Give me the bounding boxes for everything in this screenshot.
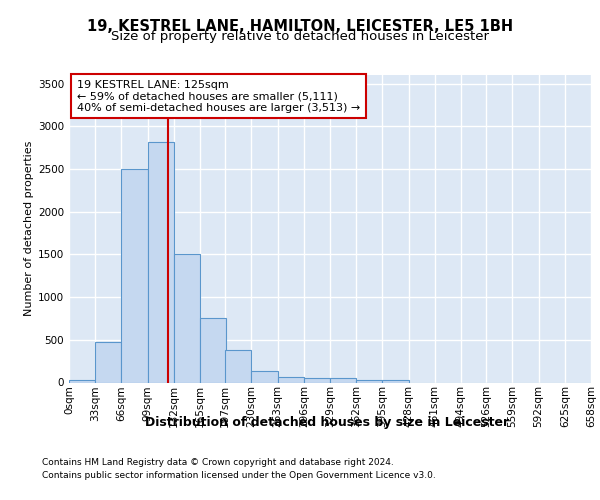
Bar bbox=[174, 254, 200, 382]
Bar bbox=[121, 169, 148, 382]
Text: 19 KESTREL LANE: 125sqm
← 59% of detached houses are smaller (5,111)
40% of semi: 19 KESTREL LANE: 125sqm ← 59% of detache… bbox=[77, 80, 360, 113]
Text: 19, KESTREL LANE, HAMILTON, LEICESTER, LE5 1BH: 19, KESTREL LANE, HAMILTON, LEICESTER, L… bbox=[87, 19, 513, 34]
Bar bbox=[225, 350, 251, 382]
Bar bbox=[251, 370, 278, 382]
Bar bbox=[278, 377, 304, 382]
Y-axis label: Number of detached properties: Number of detached properties bbox=[24, 141, 34, 316]
Bar bbox=[200, 318, 226, 382]
Bar bbox=[330, 378, 356, 382]
Text: Contains HM Land Registry data © Crown copyright and database right 2024.: Contains HM Land Registry data © Crown c… bbox=[42, 458, 394, 467]
Bar bbox=[95, 342, 121, 382]
Bar bbox=[304, 378, 330, 382]
Text: Size of property relative to detached houses in Leicester: Size of property relative to detached ho… bbox=[111, 30, 489, 43]
Bar bbox=[69, 380, 95, 382]
Bar bbox=[356, 380, 382, 382]
Bar bbox=[382, 380, 409, 382]
Text: Distribution of detached houses by size in Leicester: Distribution of detached houses by size … bbox=[145, 416, 509, 429]
Text: Contains public sector information licensed under the Open Government Licence v3: Contains public sector information licen… bbox=[42, 470, 436, 480]
Bar bbox=[148, 142, 174, 382]
